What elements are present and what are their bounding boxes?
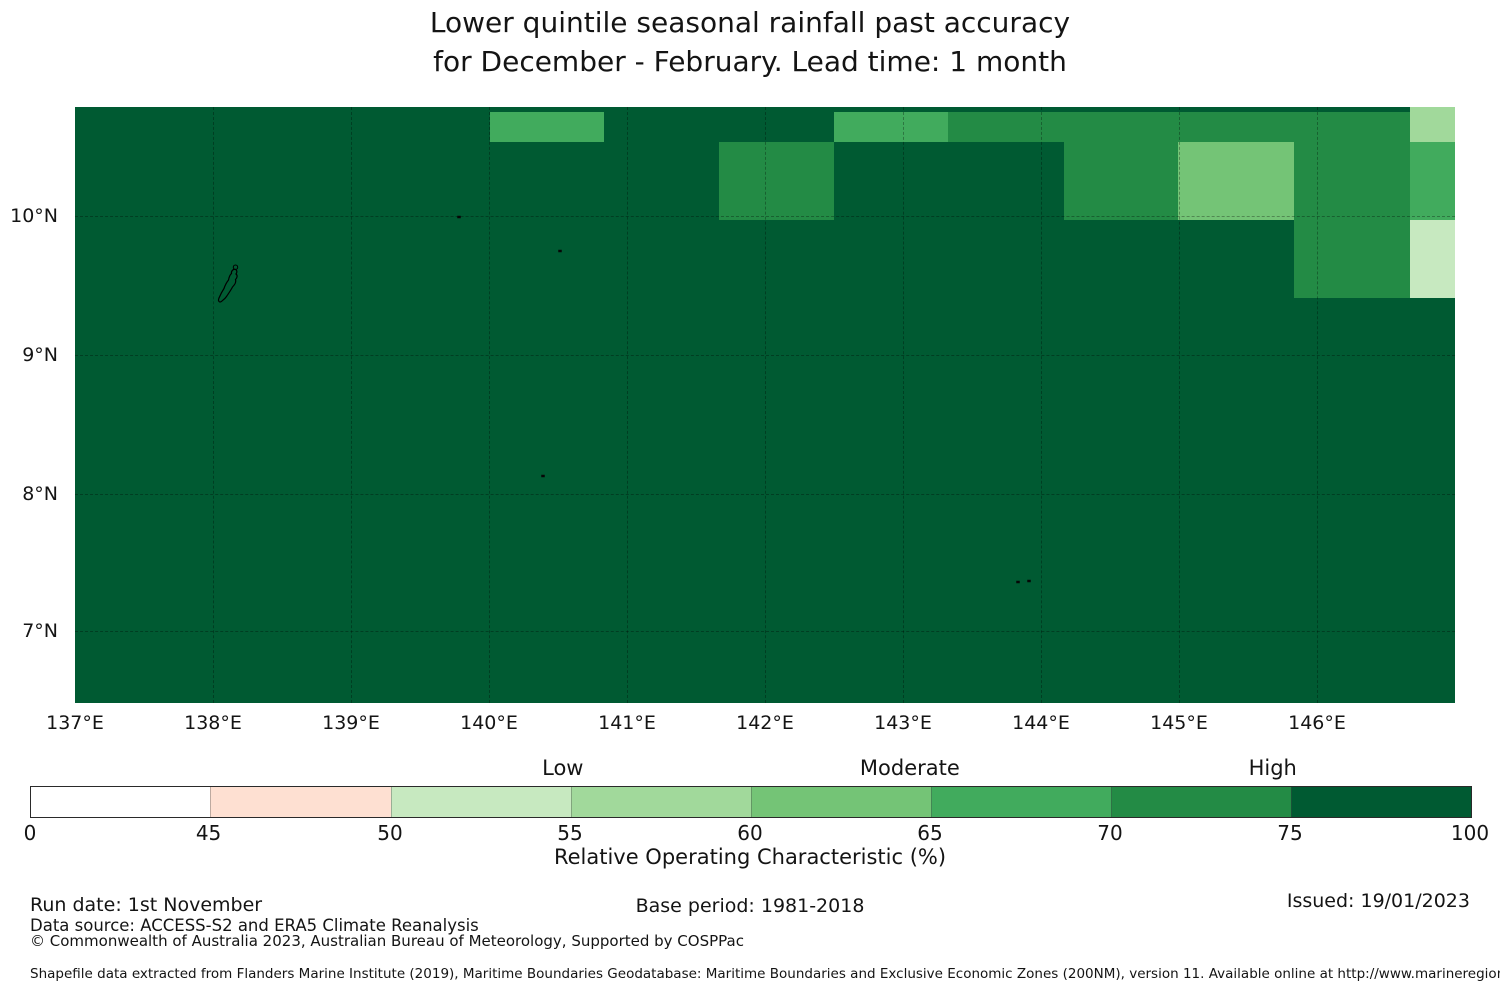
y-axis-tick-label: 7°N <box>22 620 58 643</box>
y-axis-tick-label: 9°N <box>22 343 58 366</box>
x-axis-tick-label: 139°E <box>322 712 380 734</box>
copyright-text: © Commonwealth of Australia 2023, Austra… <box>30 932 744 950</box>
roc-cell <box>1410 220 1455 299</box>
colorbar-segment <box>391 787 571 817</box>
colorbar <box>30 786 1472 818</box>
x-axis-tick-label: 144°E <box>1012 712 1070 734</box>
x-axis-tick-label: 142°E <box>736 712 794 734</box>
colorbar-segment <box>209 787 391 817</box>
palau-island-outline <box>217 268 238 303</box>
roc-cell <box>1410 141 1455 220</box>
colorbar-axis-label: Relative Operating Characteristic (%) <box>553 845 947 869</box>
colorbar-category-label: Low <box>542 756 584 780</box>
roc-cell <box>489 111 604 142</box>
longitude-gridline <box>1317 107 1318 703</box>
colorbar-segment <box>31 787 210 817</box>
roc-cell <box>1410 107 1455 142</box>
x-axis-tick-label: 146°E <box>1288 712 1346 734</box>
islet-speck <box>1027 579 1031 583</box>
colorbar-segment <box>1111 787 1291 817</box>
longitude-gridline <box>627 107 628 703</box>
roc-cell <box>947 111 1410 142</box>
base-period-text: Base period: 1981-2018 <box>635 895 865 917</box>
x-axis-tick-label: 145°E <box>1150 712 1208 734</box>
colorbar-segment <box>1291 787 1471 817</box>
roc-cell <box>1293 220 1410 299</box>
x-axis-tick-label: 141°E <box>598 712 656 734</box>
colorbar-segment <box>571 787 751 817</box>
islet-speck <box>558 249 562 253</box>
longitude-gridline <box>1041 107 1042 703</box>
colorbar-tick-label: 55 <box>557 821 583 845</box>
islet-speck <box>1016 580 1020 584</box>
colorbar-tick-label: 70 <box>1097 821 1123 845</box>
roc-cell <box>834 111 948 142</box>
longitude-gridline <box>765 107 766 703</box>
shapefile-attribution-text: Shapefile data extracted from Flanders M… <box>30 966 1500 982</box>
chart-title-line2: for December - February. Lead time: 1 mo… <box>433 45 1067 78</box>
colorbar-segment <box>751 787 931 817</box>
longitude-gridline <box>213 107 214 703</box>
colorbar-tick-label: 60 <box>737 821 763 845</box>
longitude-gridline <box>1179 107 1180 703</box>
x-axis-tick-label: 137°E <box>46 712 104 734</box>
colorbar-tick-label: 75 <box>1277 821 1303 845</box>
longitude-gridline <box>489 107 490 703</box>
colorbar-tick-label: 65 <box>917 821 943 845</box>
colorbar-tick-label: 0 <box>23 821 37 845</box>
run-date-text: Run date: 1st November <box>30 894 263 916</box>
islet-speck <box>541 474 545 478</box>
roc-cell <box>1293 141 1410 220</box>
x-axis-tick-label: 140°E <box>460 712 518 734</box>
colorbar-tick-label: 45 <box>195 821 222 845</box>
x-axis-tick-label: 143°E <box>874 712 932 734</box>
chart-title-line1: Lower quintile seasonal rainfall past ac… <box>429 6 1071 39</box>
chart-title: Lower quintile seasonal rainfall past ac… <box>0 3 1500 81</box>
latitude-gridline <box>75 216 1455 218</box>
colorbar-tick-label: 100 <box>1450 821 1490 845</box>
roc-cell <box>1178 141 1294 220</box>
colorbar-category-label: High <box>1248 756 1297 780</box>
roc-cell <box>719 141 834 220</box>
islet-outline <box>232 264 239 270</box>
colorbar-segment <box>931 787 1111 817</box>
colorbar-category-label: Moderate <box>859 756 960 780</box>
data-source-text: Data source: ACCESS-S2 and ERA5 Climate … <box>30 916 479 935</box>
y-axis-tick-label: 8°N <box>22 482 58 505</box>
issued-date-text: Issued: 19/01/2023 <box>1286 890 1470 912</box>
map-plot-area <box>75 107 1455 703</box>
colorbar-tick-label: 50 <box>377 821 403 845</box>
x-axis-tick-label: 138°E <box>184 712 242 734</box>
latitude-gridline <box>75 631 1455 633</box>
roc-cell <box>1064 141 1179 220</box>
longitude-gridline <box>903 107 904 703</box>
y-axis-tick-label: 10°N <box>10 205 58 228</box>
latitude-gridline <box>75 354 1455 356</box>
longitude-gridline <box>351 107 352 703</box>
latitude-gridline <box>75 493 1455 495</box>
